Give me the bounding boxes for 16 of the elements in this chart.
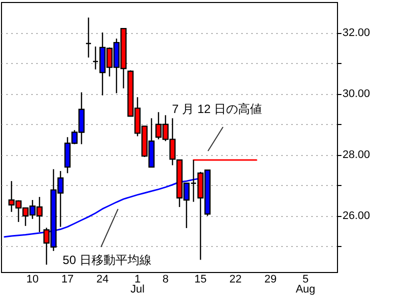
x-tick-label: 1 Jul [130,274,145,296]
x-tick-label: 5 Aug [296,274,316,296]
y-tick-label: 30.00 [342,88,370,100]
x-tick-label: 24 [96,274,109,286]
annotation: 50 日移動平均線 [62,253,152,267]
x-tick-label: 17 [61,274,74,286]
x-tick-label: 15 [194,274,207,286]
x-tick-label: 10 [26,274,39,286]
x-tick-label: 29 [264,274,277,286]
x-tick-label: 8 [162,274,169,286]
y-tick-label: 26.00 [342,210,370,222]
y-tick-label: 32.00 [342,27,370,40]
annotation: 7 月 12 日の高値 [172,102,262,116]
y-tick-label: 28.00 [342,149,370,162]
candlestick [85,16,92,58]
x-tick-label: 22 [229,274,242,286]
